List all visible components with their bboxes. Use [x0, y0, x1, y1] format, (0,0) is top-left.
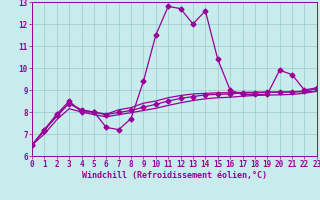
X-axis label: Windchill (Refroidissement éolien,°C): Windchill (Refroidissement éolien,°C)	[82, 171, 267, 180]
